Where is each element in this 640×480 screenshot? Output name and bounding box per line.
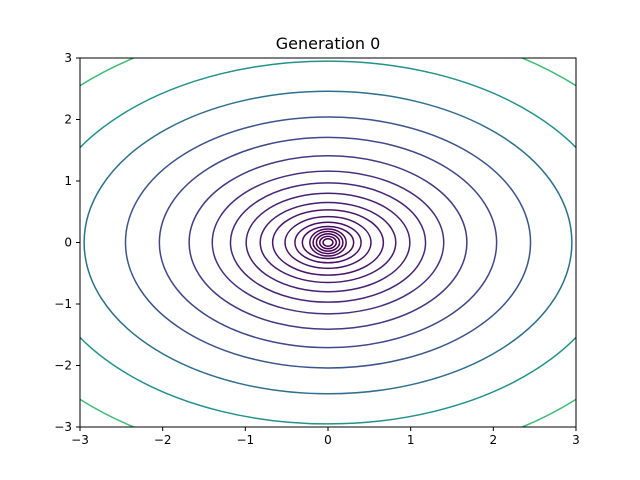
contour-layer xyxy=(80,58,576,427)
contour-line-3 xyxy=(312,230,344,255)
contour-line-4 xyxy=(309,228,347,257)
contour-line-1 xyxy=(318,235,338,250)
y-tick-label: 3 xyxy=(64,51,72,65)
plot-frame xyxy=(79,57,577,428)
contour-line-16 xyxy=(83,90,573,395)
contour-line-9 xyxy=(259,201,397,284)
contour-line-11 xyxy=(229,182,427,303)
x-tick-label: −2 xyxy=(154,433,172,447)
contour-line-15 xyxy=(124,116,532,369)
y-tick-label: −2 xyxy=(54,359,72,373)
contour-line-13 xyxy=(188,155,468,330)
x-tick-label: 2 xyxy=(490,433,498,447)
contour-line-12 xyxy=(211,170,445,315)
contour-line-10 xyxy=(245,192,411,293)
contour-line-5 xyxy=(301,225,355,260)
x-tick-label: −3 xyxy=(71,433,89,447)
y-tick-label: −1 xyxy=(54,297,72,311)
x-tick-label: 1 xyxy=(407,433,415,447)
contour-line-17 xyxy=(80,60,576,425)
x-tick-label: −1 xyxy=(236,433,254,447)
contour-line-14 xyxy=(158,136,498,349)
x-tick-label: 3 xyxy=(572,433,580,447)
contour-line-8 xyxy=(271,209,385,276)
x-tick-label: 0 xyxy=(324,433,332,447)
y-tick-label: 0 xyxy=(64,236,72,250)
contour-line-0 xyxy=(322,238,334,247)
y-tick-label: 1 xyxy=(64,174,72,188)
tick-layer: −3 −2 −1 0 1 2 3 −3 −2 −1 0 1 2 3 xyxy=(54,51,580,447)
y-tick-label: 2 xyxy=(64,113,72,127)
y-tick-label: −3 xyxy=(54,420,72,434)
contour-line-6 xyxy=(294,221,362,264)
contour-line-2 xyxy=(315,233,341,252)
contour-line-7 xyxy=(284,215,372,270)
chart-title: Generation 0 xyxy=(276,34,381,53)
